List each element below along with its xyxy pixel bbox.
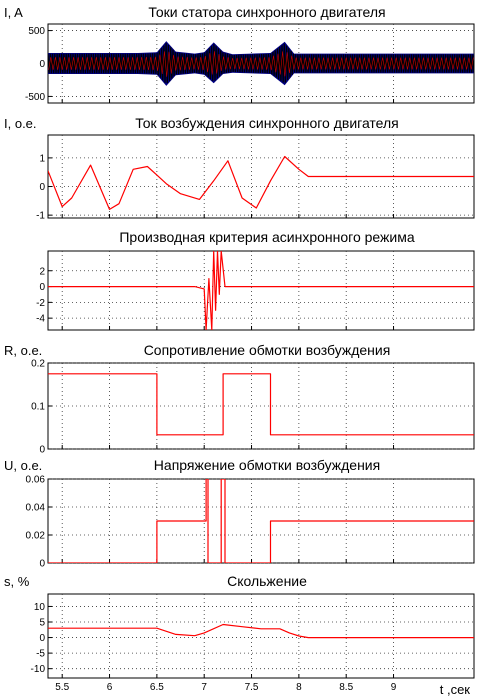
y-tick-label: 0.04 — [26, 503, 46, 514]
y-tick-label: 0.2 — [31, 359, 45, 370]
subplot-2: -1 0 1 Ток возбуждения синхронного двигател… — [4, 115, 475, 222]
x-tick-label: 8.5 — [339, 682, 353, 693]
x-tick-label: 7.5 — [245, 682, 259, 693]
y-tick-label: 5 — [39, 618, 45, 629]
chart-title: Производная критерия асинхронного режима — [119, 229, 414, 245]
y-tick-label: -1 — [36, 211, 45, 222]
x-axis-ticks: 5.5 6 6.5 7 7.5 8 8.5 9 — [55, 682, 397, 693]
y-tick-label: -4 — [36, 314, 45, 325]
y-tick-label: 10 — [34, 602, 46, 613]
series-line — [48, 623, 474, 639]
y-tick-label: -500 — [25, 92, 45, 103]
plot-frame — [47, 593, 475, 679]
x-tick-label: 6.5 — [150, 682, 164, 693]
series-group — [48, 479, 474, 563]
x-tick-label: 9 — [391, 682, 397, 693]
chart-title: Токи статора синхронного двигателя — [148, 4, 385, 20]
y-axis-label: I, о.е. — [4, 116, 37, 131]
subplot-1: -500 0 500 Токи статора синхронного двигате… — [4, 4, 475, 104]
x-tick-label: 8 — [296, 682, 302, 693]
series-group — [48, 623, 474, 639]
subplot-6: -10 -5 0 5 10 Скольжение s, % — [4, 573, 475, 679]
subplot-5: 0 0.02 0.04 0.06 Напряжение обмотки возбужде… — [4, 457, 475, 570]
y-tick-label: 0 — [39, 633, 45, 644]
y-tick-label: 0 — [39, 282, 45, 293]
series-oscillation-phase — [48, 51, 474, 77]
y-tick-label: 0.1 — [31, 402, 45, 413]
y-tick-label: 1 — [39, 153, 45, 164]
x-tick-label: 6 — [107, 682, 113, 693]
y-axis-label: I, A — [4, 5, 23, 20]
y-tick-label: 0 — [39, 445, 45, 456]
y-axis-label: U, о.е. — [4, 458, 42, 473]
series-group — [48, 155, 474, 210]
series-line — [48, 251, 474, 330]
y-tick-label: 500 — [28, 26, 45, 37]
y-tick-label: 0.06 — [26, 475, 46, 486]
chart-title: Скольжение — [227, 573, 307, 589]
series-line — [48, 155, 474, 210]
x-axis-label: t ,сек — [440, 682, 471, 697]
y-tick-label: 0 — [39, 559, 45, 570]
series-group — [48, 251, 474, 330]
y-tick-label: 0.02 — [26, 531, 46, 542]
chart-title: Ток возбуждения синхронного двигателя — [135, 115, 399, 131]
y-tick-label: 0 — [39, 182, 45, 193]
y-axis-label: s, % — [4, 574, 30, 589]
y-axis-label: R, о.е. — [4, 343, 42, 358]
x-tick-label: 5.5 — [55, 682, 69, 693]
x-tick-label: 7 — [201, 682, 207, 693]
subplot-3: -4 -2 0 2 Производная критерия асинхронного … — [36, 229, 475, 331]
y-tick-label: 0 — [39, 59, 45, 70]
chart-title: Напряжение обмотки возбуждения — [154, 457, 380, 473]
series-line — [48, 479, 474, 563]
series-group — [48, 41, 474, 86]
subplot-4: 0 0.1 0.2 Сопротивление обмотки возбуждения… — [4, 342, 475, 456]
y-tick-label: -10 — [31, 664, 46, 675]
y-tick-label: -5 — [36, 649, 45, 660]
y-tick-label: -2 — [36, 298, 45, 309]
series-line — [48, 373, 474, 436]
chart-title: Сопротивление обмотки возбуждения — [144, 342, 391, 358]
series-group — [48, 373, 474, 436]
plot-frame — [47, 250, 475, 331]
y-tick-label: 2 — [39, 266, 45, 277]
